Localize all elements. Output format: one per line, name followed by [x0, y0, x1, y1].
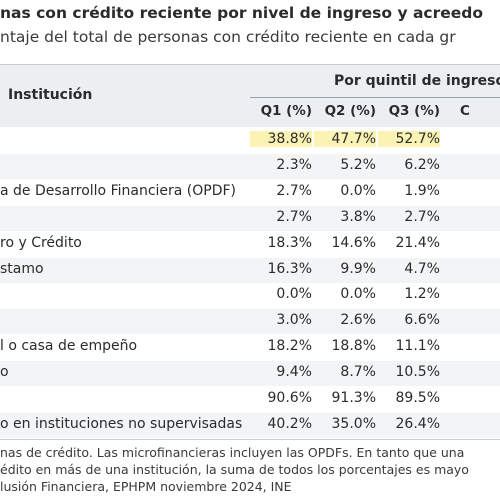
- table-row: a de Desarrollo Financiera (OPDF) 2.7% 0.0…: [0, 180, 500, 205]
- cell-q3: 6.6%: [404, 312, 440, 329]
- header-q3: Q3 (%): [388, 103, 440, 119]
- institution-name: a de Desarrollo Financiera (OPDF): [0, 182, 237, 199]
- institution-name: o en instituciones no supervisadas: [0, 415, 243, 432]
- table-row: 2.7% 3.8% 2.7%: [0, 205, 500, 231]
- cell-q1: 9.4%: [276, 364, 312, 381]
- table-row: l o casa de empeño 18.2% 18.8% 11.1%: [0, 335, 500, 360]
- cell-q1: 90.6%: [267, 390, 312, 406]
- cell-q1: 2.7%: [276, 182, 312, 199]
- cell-q3: 89.5%: [395, 390, 440, 406]
- cell-q1: 18.2%: [267, 338, 312, 355]
- header-quintil: Por quintil de ingreso: [334, 73, 500, 89]
- cell-q2: 0.0%: [340, 286, 376, 303]
- cell-q3: 26.4%: [395, 415, 440, 432]
- cell-q3: 11.1%: [395, 338, 440, 355]
- header-institucion: Institución: [8, 87, 93, 103]
- cell-q2: 35.0%: [331, 415, 376, 432]
- institution-name: ro y Crédito: [0, 234, 82, 251]
- cell-q3: 1.2%: [404, 286, 440, 303]
- cell-q1: 0.0%: [276, 286, 312, 303]
- cell-q1: 40.2%: [267, 415, 312, 432]
- header-q2: Q2 (%): [324, 103, 376, 119]
- footnote-line: nas de crédito. Las microfinancieras inc…: [0, 445, 465, 460]
- cell-q2: 14.6%: [331, 234, 376, 251]
- page-title: nas con crédito reciente por nivel de in…: [0, 4, 484, 22]
- cell-q2: 8.7%: [340, 364, 376, 381]
- table-row: ro y Crédito 18.3% 14.6% 21.4%: [0, 232, 500, 257]
- cell-q3: 1.9%: [404, 182, 440, 199]
- cell-q2: 18.8%: [331, 338, 376, 355]
- header-q4: C: [460, 103, 470, 119]
- header-divider: [250, 97, 500, 98]
- cell-q3: 52.7%: [378, 131, 440, 147]
- header-q1: Q1 (%): [260, 103, 312, 119]
- cell-q3: 2.7%: [404, 208, 440, 225]
- footer-divider: [0, 439, 500, 440]
- cell-q2: 91.3%: [331, 390, 376, 406]
- table-row: 90.6% 91.3% 89.5%: [0, 387, 500, 412]
- cell-q1: 16.3%: [267, 260, 312, 277]
- table-row: 38.8% 47.7% 52.7%: [0, 128, 500, 153]
- cell-q3: 10.5%: [395, 364, 440, 381]
- table-row: o 9.4% 8.7% 10.5%: [0, 361, 500, 387]
- table-header: Institución Por quintil de ingreso Q1 (%…: [0, 64, 500, 127]
- cell-q1: 38.8%: [250, 131, 312, 147]
- table-row: o en instituciones no supervisadas 40.2% 3…: [0, 412, 500, 438]
- footnotes: nas de crédito. Las microfinancieras inc…: [0, 444, 500, 495]
- page-subtitle: ntaje del total de personas con crédito …: [0, 28, 456, 46]
- table-row: 2.3% 5.2% 6.2%: [0, 153, 500, 179]
- footnote-line: édito en más de una institución, la suma…: [0, 462, 469, 477]
- cell-q1: 2.3%: [276, 156, 312, 173]
- cell-q2: 9.9%: [340, 260, 376, 277]
- institution-name: l o casa de empeño: [0, 338, 138, 355]
- institution-name: stamo: [0, 260, 44, 277]
- table-row: stamo 16.3% 9.9% 4.7%: [0, 257, 500, 283]
- cell-q2: 2.6%: [340, 312, 376, 329]
- footnote-line: lusión Financiera, EPHPM noviembre 2024,…: [0, 479, 292, 494]
- cell-q3: 4.7%: [404, 260, 440, 277]
- cell-q1: 18.3%: [267, 234, 312, 251]
- table-row: 0.0% 0.0% 1.2%: [0, 283, 500, 308]
- cell-q2: 3.8%: [340, 208, 376, 225]
- cell-q3: 6.2%: [404, 156, 440, 173]
- cell-q2: 47.7%: [314, 131, 376, 147]
- cell-q1: 3.0%: [276, 312, 312, 329]
- table-row: 3.0% 2.6% 6.6%: [0, 309, 500, 335]
- institution-name: o: [0, 364, 9, 381]
- cell-q1: 2.7%: [276, 208, 312, 225]
- cell-q3: 21.4%: [395, 234, 440, 251]
- cell-q2: 5.2%: [340, 156, 376, 173]
- cell-q2: 0.0%: [340, 182, 376, 199]
